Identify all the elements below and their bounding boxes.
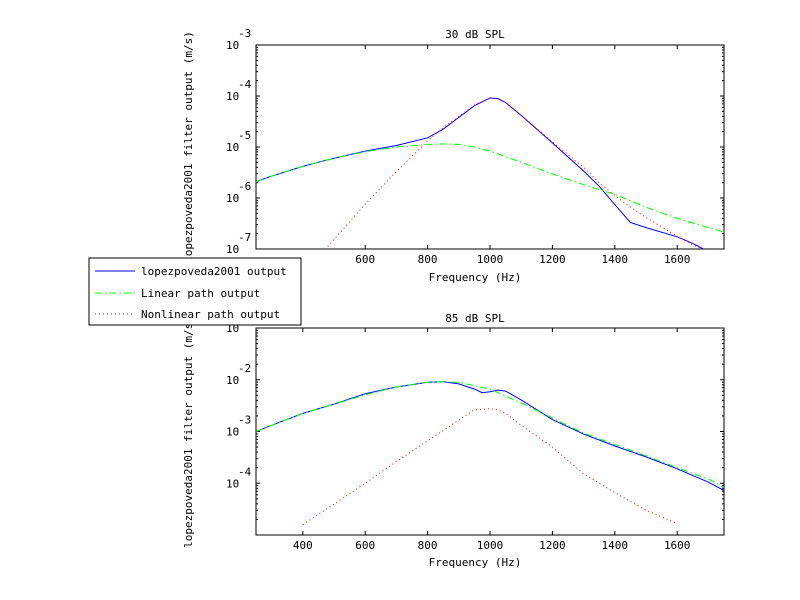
x-tick-label: 1000 — [477, 539, 504, 552]
x-tick-label: 400 — [293, 539, 313, 552]
subplot-30db-ylabel: lopezpoveda2001 filter output (m/s) — [182, 31, 195, 263]
legend: lopezpoveda2001 output Linear path outpu… — [88, 257, 302, 326]
x-tick-label: 1400 — [602, 539, 629, 552]
y-tick-label-exponent: -4 — [238, 78, 252, 91]
x-tick-label: 800 — [418, 253, 438, 266]
subplot-30db-axes-box — [255, 44, 725, 250]
subplot-85db-xlabel: Frequency (Hz) — [429, 556, 522, 569]
x-tick-label: 1400 — [602, 253, 629, 266]
subplot-85db-series-linear — [256, 381, 724, 488]
y-tick-label-base: 10 — [226, 141, 239, 154]
subplot-30db: 30 dB SPL 600 800 1000 1200 1400 160010-310-4… — [182, 27, 725, 284]
y-tick-label-exponent: -6 — [238, 180, 251, 193]
legend-label-nonlinear: Nonlinear path output — [141, 308, 280, 321]
x-tick-label: 600 — [355, 539, 375, 552]
x-tick-label: 1000 — [477, 253, 504, 266]
y-tick-label-base: 10 — [226, 90, 239, 103]
subplot-85db: 85 dB SPL 400600800100012001400160010-11… — [182, 310, 725, 569]
legend-box — [88, 257, 302, 326]
y-tick-label-base: 10 — [226, 192, 239, 205]
subplot-85db-axes-box — [255, 327, 725, 536]
y-tick-label-exponent: -3 — [238, 414, 251, 427]
subplot-30db-title: 30 dB SPL — [445, 28, 505, 41]
legend-label-linear: Linear path output — [141, 287, 260, 300]
x-tick-label: 1600 — [664, 253, 691, 266]
y-tick-label-base: 10 — [226, 39, 239, 52]
subplot-30db-series-nonlinear — [327, 97, 704, 249]
x-tick-label: 1600 — [664, 539, 691, 552]
y-tick-label-exponent: -5 — [238, 129, 251, 142]
y-tick-label-base: 10 — [226, 243, 239, 256]
subplot-30db-ticks: 600 800 1000 1200 1400 160010-310-410-510-610… — [226, 27, 724, 266]
subplot-30db-xlabel: Frequency (Hz) — [429, 271, 522, 284]
subplot-85db-title: 85 dB SPL — [445, 312, 505, 325]
y-tick-label-exponent: -3 — [238, 27, 251, 40]
subplot-85db-series-model — [256, 381, 724, 491]
subplot-30db-series-linear — [256, 143, 724, 233]
y-tick-label-base: 10 — [226, 374, 239, 387]
subplot-30db-series — [256, 97, 724, 249]
subplot-85db-ylabel: lopezpoveda2001 filter output (m/s) — [182, 316, 195, 548]
x-tick-label: 600 — [355, 253, 375, 266]
y-tick-label-base: 10 — [226, 426, 239, 439]
subplot-85db-ticks: 400600800100012001400160010-110-210-310-… — [226, 310, 724, 552]
y-tick-label-exponent: -7 — [238, 231, 251, 244]
y-tick-label-exponent: -2 — [238, 362, 251, 375]
legend-label-model: lopezpoveda2001 output — [141, 265, 287, 278]
subplot-85db-series — [256, 381, 724, 526]
x-tick-label: 1200 — [539, 253, 566, 266]
y-tick-label-base: 10 — [226, 477, 239, 490]
x-tick-label: 800 — [418, 539, 438, 552]
y-tick-label-exponent: -4 — [238, 465, 252, 478]
x-tick-label: 1200 — [539, 539, 566, 552]
